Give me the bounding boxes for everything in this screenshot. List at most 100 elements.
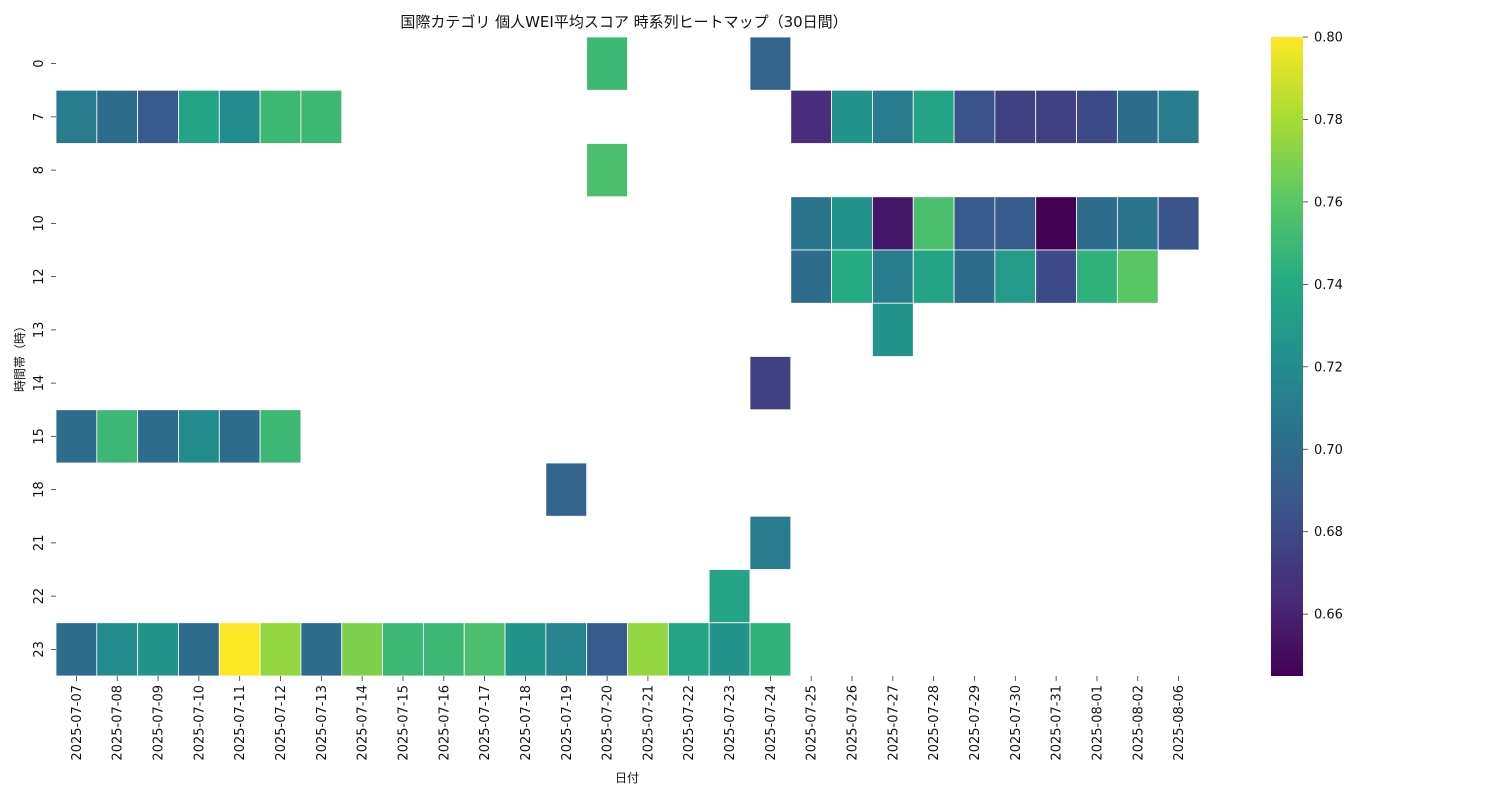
heatmap-cell (994, 89, 1037, 144)
y-tick-label: 0 (32, 59, 47, 67)
heatmap-cell (1116, 89, 1159, 144)
heatmap-cell (831, 249, 873, 304)
heatmap-cell (872, 249, 914, 304)
heatmap-cell (55, 622, 98, 677)
colorbar-tick-label: 0.66 (1314, 608, 1343, 623)
heatmap-cell (831, 89, 873, 144)
heatmap-cell (178, 89, 220, 144)
x-axis-ticks: 2025-07-07 2025-07-08 2025-07-09 2025-07-10… (70, 676, 1187, 761)
heatmap-cell (790, 89, 833, 144)
x-tick-label: 2025-07-28 (927, 685, 942, 761)
heatmap-cell (300, 89, 343, 144)
heatmap-cell (1076, 89, 1118, 144)
x-tick-label: 2025-07-18 (519, 685, 534, 761)
heatmap-cell (422, 622, 465, 677)
colorbar-tick-label: 0.72 (1314, 360, 1343, 375)
heatmap-cell (586, 143, 628, 198)
y-axis-label: 時間帯（時） (13, 320, 27, 392)
heatmap-cell (749, 622, 792, 677)
chart-title: 国際カテゴリ 個人WEI平均スコア 時系列ヒートマップ（30日間） (400, 13, 847, 31)
colorbar-tick-label: 0.80 (1314, 31, 1343, 46)
heatmap-cell (749, 515, 792, 570)
x-tick-label: 2025-07-09 (152, 685, 167, 761)
x-tick-label: 2025-07-29 (968, 685, 983, 761)
heatmap-cell (259, 622, 302, 677)
heatmap-cell (218, 409, 261, 464)
x-tick-label: 2025-07-30 (1009, 685, 1024, 761)
x-tick-label: 2025-07-31 (1050, 685, 1065, 761)
heatmap-cell (55, 409, 98, 464)
x-tick-label: 2025-07-11 (233, 685, 248, 761)
x-tick-label: 2025-07-12 (274, 685, 289, 761)
heatmap-cell (994, 249, 1037, 304)
x-tick-label: 2025-07-22 (682, 685, 697, 761)
heatmap-cell (953, 249, 996, 304)
heatmap-cell (1076, 196, 1118, 251)
heatmap-cell (55, 89, 98, 144)
x-tick-label: 2025-08-06 (1172, 685, 1187, 761)
heatmap-cell (178, 622, 220, 677)
colorbar-tick-label: 0.68 (1314, 525, 1343, 540)
y-tick-label: 15 (32, 428, 47, 445)
heatmap-cell (872, 302, 914, 357)
colorbar-tick-label: 0.70 (1314, 443, 1343, 458)
x-tick-label: 2025-07-24 (764, 685, 779, 761)
heatmap-cell (545, 462, 588, 517)
colorbar-tick-label: 0.74 (1314, 278, 1343, 293)
x-tick-label: 2025-07-15 (396, 685, 411, 761)
heatmap-cell (1116, 249, 1159, 304)
heatmap-cell (586, 36, 628, 91)
heatmap-cell (872, 89, 914, 144)
colorbar-tick-label: 0.76 (1314, 195, 1343, 210)
heatmap-cell (872, 196, 914, 251)
x-tick-label: 2025-07-16 (437, 685, 452, 761)
colorbar-tick-label: 0.78 (1314, 113, 1343, 128)
y-tick-label: 18 (32, 481, 47, 498)
heatmap-cell (1035, 196, 1077, 251)
x-tick-label: 2025-07-25 (805, 685, 820, 761)
y-tick-label: 12 (32, 268, 47, 285)
x-tick-label: 2025-07-19 (560, 685, 575, 761)
heatmap-cell (912, 196, 955, 251)
heatmap-cell (218, 89, 261, 144)
heatmap-cell (667, 622, 710, 677)
heatmap-cell (953, 196, 996, 251)
heatmap-cell (708, 622, 751, 677)
heatmap-cell (627, 622, 669, 677)
heatmap-cell (545, 622, 588, 677)
colorbar-gradient (1271, 37, 1303, 676)
x-tick-label: 2025-07-23 (723, 685, 738, 761)
heatmap-cell (96, 409, 139, 464)
y-tick-label: 7 (32, 113, 47, 121)
x-axis-label: 日付 (615, 771, 639, 785)
x-tick-label: 2025-07-07 (70, 685, 85, 761)
heatmap-cell (137, 89, 179, 144)
heatmap-cell (831, 196, 873, 251)
heatmap-cell (953, 89, 996, 144)
heatmap-cell (749, 356, 792, 411)
x-tick-label: 2025-07-20 (601, 685, 616, 761)
heatmap-cell (300, 622, 343, 677)
heatmap-cell (137, 622, 179, 677)
y-tick-label: 13 (32, 322, 47, 339)
heatmap-cell (259, 409, 302, 464)
heatmap-cell (1157, 89, 1200, 144)
x-tick-label: 2025-07-21 (641, 685, 656, 761)
x-tick-label: 2025-07-17 (478, 685, 493, 761)
heatmap-cell (912, 89, 955, 144)
x-tick-label: 2025-08-01 (1090, 685, 1105, 761)
x-tick-label: 2025-07-13 (315, 685, 330, 761)
heatmap-cell (912, 249, 955, 304)
heatmap-cell (1157, 196, 1200, 251)
heatmap-cell (1035, 89, 1077, 144)
heatmap-cell (504, 622, 547, 677)
heatmap-cell (259, 89, 302, 144)
heatmap-cell (382, 622, 424, 677)
heatmap-cell (586, 622, 628, 677)
x-tick-label: 2025-08-02 (1131, 685, 1146, 761)
y-tick-label: 10 (32, 215, 47, 232)
heatmap-cell (1076, 249, 1118, 304)
heatmap-cell (137, 409, 179, 464)
x-tick-label: 2025-07-14 (356, 685, 371, 761)
